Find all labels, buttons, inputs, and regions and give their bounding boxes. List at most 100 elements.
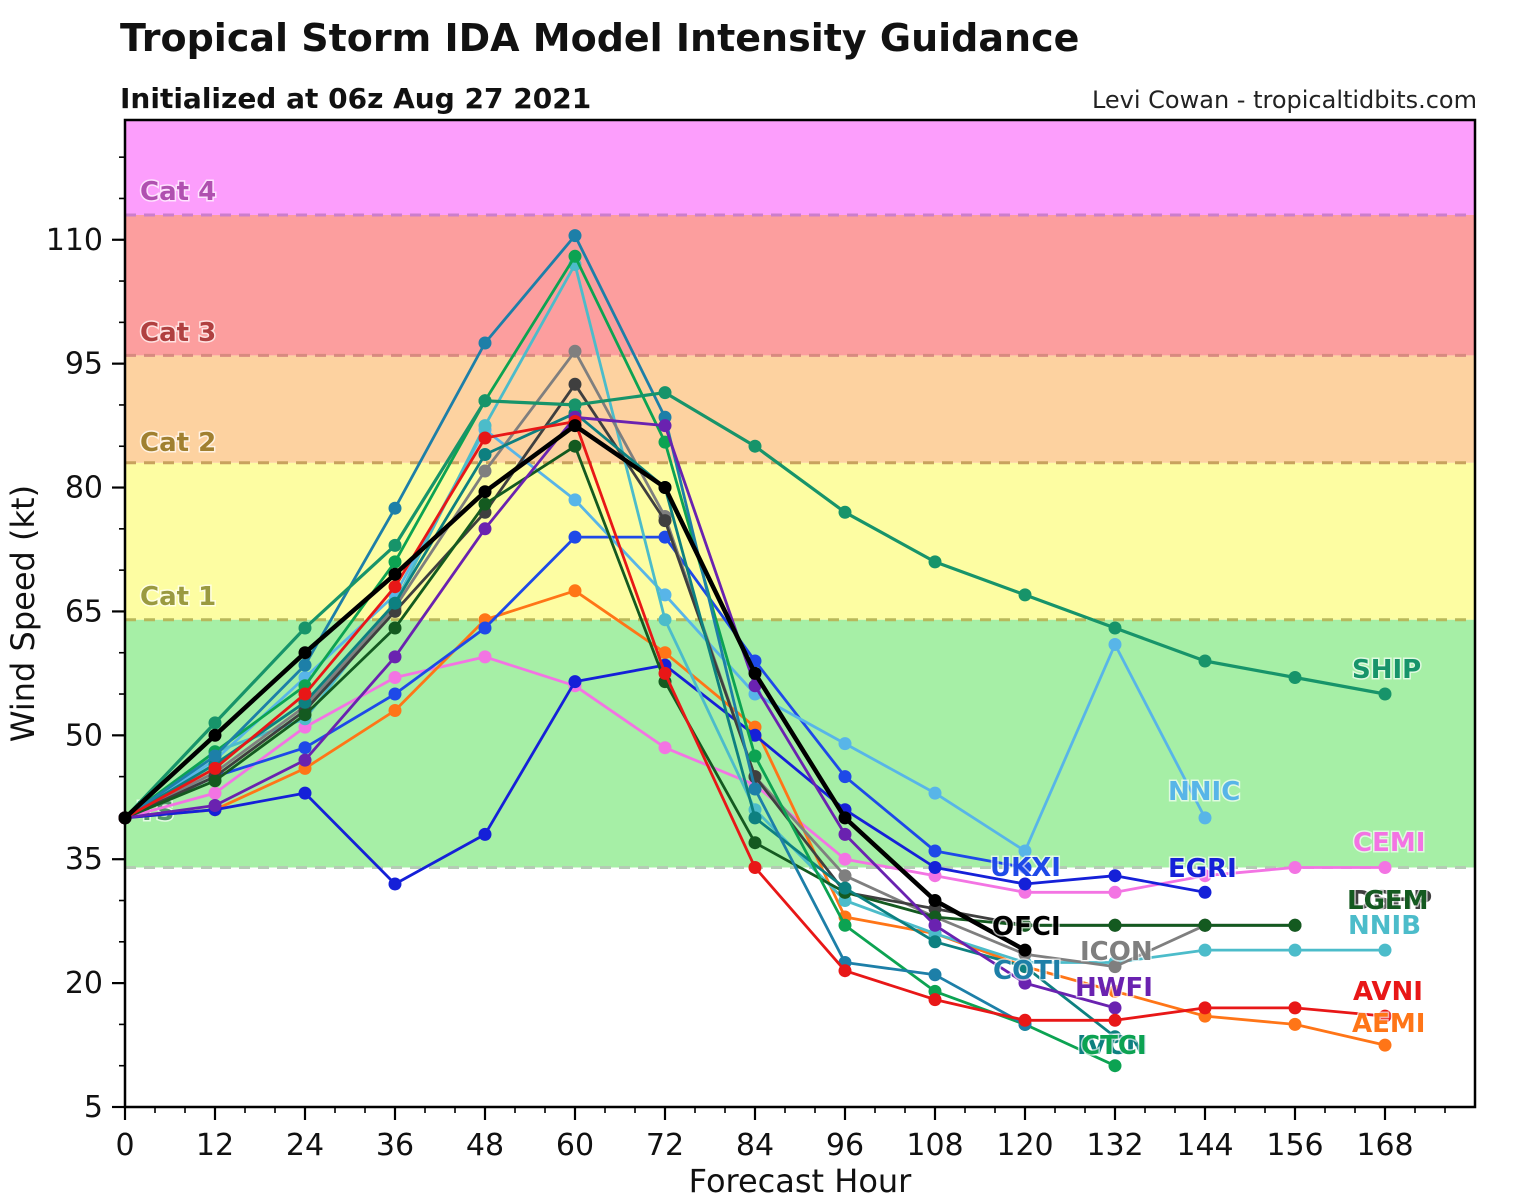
data-point xyxy=(568,419,582,433)
series-OFCI xyxy=(118,419,1032,957)
data-point xyxy=(388,621,402,635)
band-cat-2 xyxy=(125,355,1475,463)
data-point xyxy=(1378,1038,1392,1052)
data-point xyxy=(1378,687,1392,701)
data-point xyxy=(838,737,852,751)
data-point xyxy=(388,671,402,684)
x-axis-title: Forecast Hour xyxy=(689,1162,913,1200)
data-point xyxy=(568,675,582,689)
data-point xyxy=(208,799,222,812)
init-subtitle: Initialized at 06z Aug 27 2021 xyxy=(120,82,592,115)
series-line-LGEM xyxy=(124,444,1295,927)
data-point xyxy=(1018,918,1032,932)
data-point xyxy=(208,761,222,775)
data-point xyxy=(1198,1001,1212,1015)
model-label-IVCN: IVCN xyxy=(1077,1031,1148,1061)
data-point xyxy=(748,782,762,796)
data-point xyxy=(928,861,942,874)
x-tick-label: 84 xyxy=(736,1128,774,1163)
data-point xyxy=(838,811,852,825)
data-point xyxy=(838,852,852,866)
data-point xyxy=(388,877,402,891)
data-point xyxy=(1108,638,1122,651)
data-point xyxy=(298,753,312,767)
data-point xyxy=(928,993,942,1007)
series-line-HWFI xyxy=(124,415,1116,1010)
category-label-cat-3: Cat 3 xyxy=(140,318,216,348)
data-point xyxy=(748,811,762,825)
x-tick-label: 72 xyxy=(646,1128,684,1163)
band-cat-1 xyxy=(125,462,1475,620)
model-label-CTCI: CTCI xyxy=(1081,1031,1147,1061)
data-point xyxy=(568,398,582,412)
data-point xyxy=(658,419,672,433)
data-point xyxy=(1018,588,1032,602)
data-point xyxy=(658,481,672,494)
data-point xyxy=(748,728,762,742)
category-label-cat-1: Cat 1 xyxy=(140,582,216,612)
data-point xyxy=(478,650,492,664)
data-point xyxy=(658,386,672,400)
data-point xyxy=(298,621,312,635)
x-tick-label: 12 xyxy=(196,1128,234,1163)
y-tick-label: 110 xyxy=(46,223,103,258)
model-label-SHIP: SHIP xyxy=(1352,655,1421,685)
data-point xyxy=(478,621,492,635)
series-SHIP xyxy=(118,386,1392,825)
data-point xyxy=(928,555,942,569)
x-tick-label: 120 xyxy=(996,1128,1053,1163)
data-point xyxy=(388,555,402,569)
data-point xyxy=(298,741,312,755)
data-point xyxy=(1288,1001,1302,1015)
data-point xyxy=(1108,869,1122,883)
data-point xyxy=(1378,861,1392,874)
data-point xyxy=(478,448,492,461)
data-point xyxy=(1108,1059,1122,1073)
data-point xyxy=(1378,1009,1392,1023)
model-label-UKXI: UKXI xyxy=(990,853,1061,883)
data-point xyxy=(928,968,942,982)
data-point xyxy=(478,419,492,433)
category-label-cat-4: Cat 4 xyxy=(140,177,216,207)
data-point xyxy=(1108,1030,1122,1044)
y-tick-label: 20 xyxy=(65,966,103,1001)
data-point xyxy=(478,485,492,499)
model-series xyxy=(118,229,1392,1073)
data-point xyxy=(658,588,672,602)
x-tick-label: 0 xyxy=(115,1128,134,1163)
model-label-CEMI: CEMI xyxy=(1353,828,1425,858)
x-tick-label: 48 xyxy=(466,1128,504,1163)
data-point xyxy=(1018,877,1032,891)
data-point xyxy=(1018,1013,1032,1027)
data-point xyxy=(568,493,582,507)
x-tick-label: 96 xyxy=(826,1128,864,1163)
x-tick-label: 144 xyxy=(1176,1128,1233,1163)
data-point xyxy=(388,650,402,664)
data-point xyxy=(748,836,762,850)
data-point xyxy=(1198,885,1212,899)
data-point xyxy=(1288,671,1302,684)
data-point xyxy=(388,580,402,594)
data-point xyxy=(388,687,402,701)
data-point xyxy=(1288,943,1302,957)
data-point xyxy=(568,249,582,263)
data-point xyxy=(748,439,762,453)
x-tick-label: 156 xyxy=(1266,1128,1323,1163)
data-point xyxy=(748,666,762,680)
data-point xyxy=(568,377,582,391)
model-label-DSHP: DSHP xyxy=(1351,886,1432,916)
data-point xyxy=(208,774,222,788)
data-point xyxy=(928,786,942,800)
data-point xyxy=(478,827,492,841)
data-point xyxy=(838,964,852,978)
data-point xyxy=(658,514,672,528)
data-point xyxy=(208,749,222,763)
model-label-COTI: COTI xyxy=(993,956,1062,986)
x-tick-label: 108 xyxy=(906,1128,963,1163)
data-point xyxy=(298,646,312,660)
model-label-NNIB: NNIB xyxy=(1348,911,1421,941)
data-point xyxy=(568,584,582,598)
